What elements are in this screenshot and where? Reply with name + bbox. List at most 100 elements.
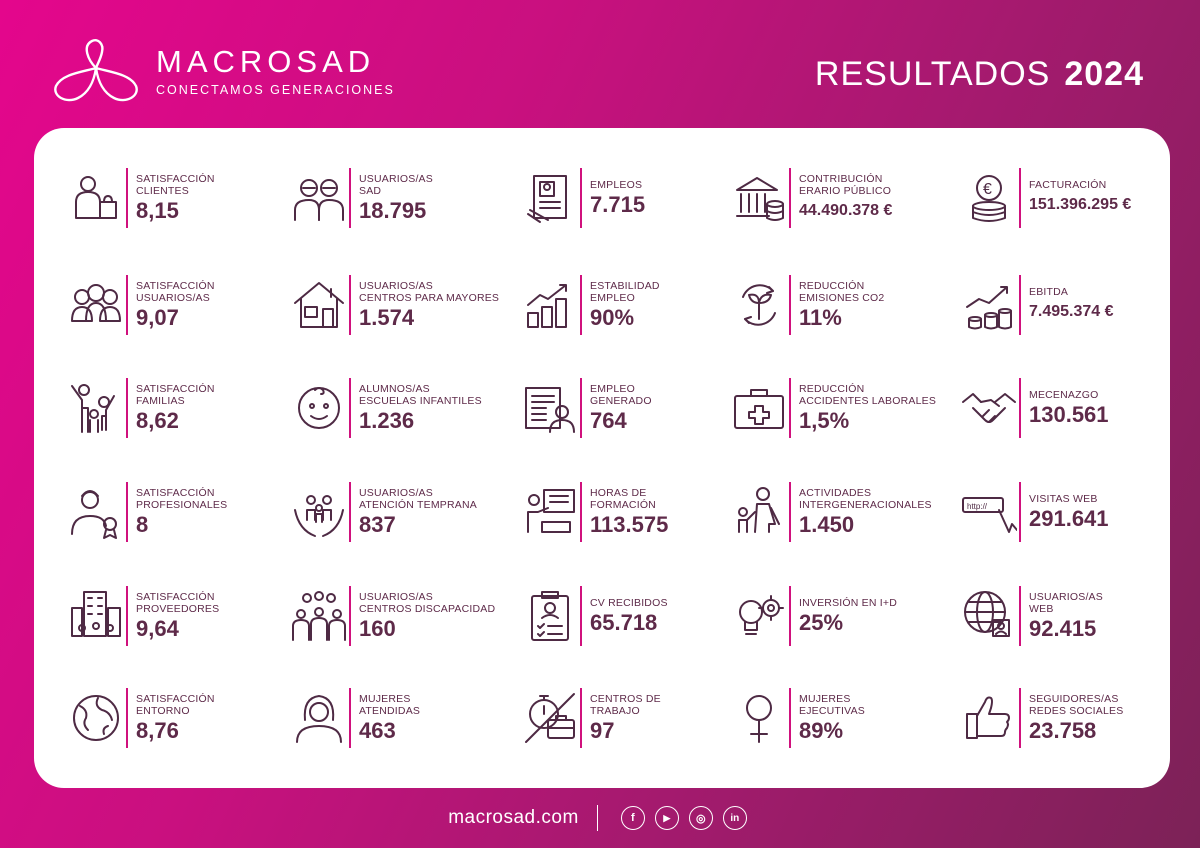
stat-card: HORAS DE FORMACIÓN 113.575	[522, 480, 742, 544]
stat-card: SATISFACCIÓN PROVEEDORES 9,64	[68, 584, 288, 648]
stat-label: USUARIOS/AS WEB	[1029, 590, 1103, 615]
crowd-icon	[291, 588, 347, 644]
stat-divider	[126, 168, 128, 228]
stat-card: SATISFACCIÓN PROFESIONALES 8	[68, 480, 288, 544]
stat-value: 1,5%	[799, 407, 850, 433]
stat-divider	[1019, 275, 1021, 335]
stat-card: SATISFACCIÓN CLIENTES 8,15	[68, 166, 288, 230]
stat-label: ESTABILIDAD EMPLEO	[590, 279, 660, 304]
stat-divider	[126, 482, 128, 542]
stat-label: INVERSIÓN EN I+D	[799, 596, 898, 609]
first-aid-kit-icon	[731, 380, 787, 436]
stat-label: CONTRIBUCIÓN ERARIO PÚBLICO	[799, 172, 892, 197]
stat-label: ALUMNOS/AS ESCUELAS INFANTILES	[359, 382, 482, 407]
instagram-icon[interactable]: ◎	[688, 806, 713, 830]
stat-value: 130.561	[1029, 401, 1109, 427]
stat-label: MECENAZGO	[1029, 388, 1099, 401]
stat-card: USUARIOS/AS SAD 18.795	[291, 166, 511, 230]
worker-document-icon	[522, 380, 578, 436]
stat-label: USUARIOS/AS ATENCIÓN TEMPRANA	[359, 486, 477, 511]
footer-divider	[596, 805, 598, 831]
stat-value: 1.236	[359, 407, 415, 433]
stat-card: ESTABILIDAD EMPLEO 90%	[522, 273, 742, 337]
employee-file-icon	[522, 170, 578, 226]
stat-card: ACTIVIDADES INTERGENERACIONALES 1.450	[731, 480, 951, 544]
stat-label: SATISFACCIÓN CLIENTES	[136, 172, 215, 197]
stat-card: SATISFACCIÓN ENTORNO 8,76	[68, 686, 288, 750]
stat-value: 764	[590, 407, 627, 433]
family-icon	[68, 380, 124, 436]
stat-card: CENTROS DE TRABAJO 97	[522, 686, 742, 750]
facebook-icon[interactable]: f	[620, 806, 645, 830]
stat-divider	[580, 482, 582, 542]
stat-card: USUARIOS/AS CENTROS DISCAPACIDAD 160	[291, 584, 511, 648]
stat-label: ACTIVIDADES INTERGENERACIONALES	[799, 486, 932, 511]
bank-coins-icon	[731, 170, 787, 226]
website-link[interactable]: macrosad.com	[448, 807, 579, 828]
innovation-bulb-icon	[731, 588, 787, 644]
stat-label: SATISFACCIÓN ENTORNO	[136, 692, 215, 717]
youtube-icon[interactable]: ▶	[654, 806, 679, 830]
stat-divider	[580, 688, 582, 748]
stat-value: 8,62	[136, 407, 179, 433]
stat-divider	[1019, 688, 1021, 748]
stat-card: USUARIOS/AS ATENCIÓN TEMPRANA 837	[291, 480, 511, 544]
globe-user-icon	[961, 588, 1017, 644]
stat-value: 160	[359, 615, 396, 641]
stat-divider	[126, 378, 128, 438]
stat-value: 23.758	[1029, 717, 1097, 743]
stat-label: FACTURACIÓN	[1029, 178, 1107, 191]
stat-value: 7.715	[590, 191, 646, 217]
stat-value: 113.575	[590, 511, 669, 537]
stat-label: MUJERES EJECUTIVAS	[799, 692, 865, 717]
woman-icon	[291, 690, 347, 746]
house-icon	[291, 277, 347, 333]
brand-tagline: CONECTAMOS GENERACIONES	[156, 82, 395, 97]
stat-label: SATISFACCIÓN USUARIOS/AS	[136, 279, 215, 304]
stat-divider	[349, 378, 351, 438]
stat-divider	[580, 378, 582, 438]
stat-value: 44.490.378 €	[799, 201, 893, 219]
stat-value: 7.495.374 €	[1029, 302, 1114, 320]
people-group-icon	[68, 277, 124, 333]
stat-value: 8,76	[136, 717, 179, 743]
stat-card: INVERSIÓN EN I+D 25%	[731, 584, 951, 648]
building-people-icon	[68, 588, 124, 644]
stat-label: USUARIOS/AS CENTROS PARA MAYORES	[359, 279, 500, 304]
stat-card: EMPLEO GENERADO 764	[522, 376, 742, 440]
stat-label: CV RECIBIDOS	[590, 596, 668, 609]
stat-value: 291.641	[1029, 505, 1109, 531]
eco-leaf-icon	[731, 277, 787, 333]
professional-badge-icon	[68, 484, 124, 540]
shopper-icon	[68, 170, 124, 226]
stat-value: 18.795	[359, 197, 427, 223]
stat-card: SATISFACCIÓN USUARIOS/AS 9,07	[68, 273, 288, 337]
stat-divider	[1019, 168, 1021, 228]
stat-card: http:// VISITAS WEB 291.641	[961, 480, 1181, 544]
stat-divider	[126, 688, 128, 748]
stopwatch-briefcase-icon	[522, 690, 578, 746]
stat-value: 1.450	[799, 511, 855, 537]
stat-label: HORAS DE FORMACIÓN	[590, 486, 656, 511]
stat-divider	[1019, 378, 1021, 438]
stat-value: 151.396.295 €	[1029, 195, 1132, 213]
stat-divider	[126, 586, 128, 646]
stat-label: VISITAS WEB	[1029, 492, 1098, 505]
svg-text:€: €	[983, 181, 992, 198]
earth-icon	[68, 690, 124, 746]
stat-divider	[349, 168, 351, 228]
stat-card: EMPLEOS 7.715	[522, 166, 742, 230]
stat-label: SATISFACCIÓN PROVEEDORES	[136, 590, 220, 615]
stat-card: MECENAZGO 130.561	[961, 376, 1181, 440]
svg-text:http://: http://	[967, 502, 988, 511]
stat-divider	[1019, 586, 1021, 646]
stat-divider	[789, 275, 791, 335]
stat-card: CONTRIBUCIÓN ERARIO PÚBLICO 44.490.378 €	[731, 166, 951, 230]
stat-value: 65.718	[590, 609, 658, 635]
stat-divider	[349, 482, 351, 542]
stat-value: 1.574	[359, 304, 415, 330]
handshake-icon	[961, 380, 1017, 436]
elderly-couple-icon	[291, 170, 347, 226]
stat-value: 90%	[590, 304, 635, 330]
linkedin-icon[interactable]: in	[722, 806, 747, 830]
